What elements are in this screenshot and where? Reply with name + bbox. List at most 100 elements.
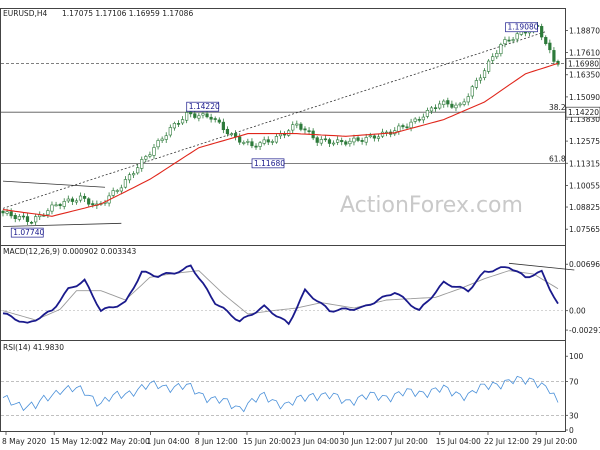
- price-y-tick-label: 1.15090: [569, 93, 600, 102]
- candle-body: [307, 130, 311, 132]
- rsi-y-tick-label: 30: [569, 411, 579, 420]
- macd-trendline: [508, 262, 575, 271]
- candle-body: [54, 204, 58, 207]
- candle-body: [482, 70, 487, 78]
- price-marker-label: 1.19080: [508, 23, 539, 32]
- candle-body: [446, 100, 450, 105]
- candle-body: [368, 135, 372, 138]
- candle-body: [360, 140, 364, 142]
- candle-body: [209, 116, 213, 120]
- candle-body: [46, 210, 50, 216]
- candle-body: [266, 139, 270, 143]
- candle-body: [540, 26, 544, 38]
- candle-body: [213, 118, 217, 120]
- price-marker-box: [186, 101, 220, 112]
- candle-body: [17, 216, 21, 220]
- candle-body: [13, 215, 17, 219]
- candle-body: [278, 133, 283, 137]
- candle-body: [425, 110, 430, 117]
- rsi-title: RSI(14) 41.9830: [3, 343, 64, 352]
- candle-body: [70, 198, 74, 202]
- candle-body: [348, 140, 352, 145]
- candle-body: [205, 113, 209, 118]
- candle-body: [193, 113, 197, 118]
- candle-body: [303, 128, 307, 131]
- candle-body: [176, 123, 181, 125]
- price-marker-label: 1.14220: [189, 102, 220, 111]
- candle-body: [327, 139, 332, 144]
- candle-body: [270, 141, 274, 143]
- candle-body: [405, 126, 409, 129]
- candle-body: [409, 121, 413, 129]
- candle-body: [462, 101, 466, 105]
- candle-body: [299, 123, 303, 130]
- level-price-label: 1.14220: [568, 108, 599, 117]
- candle-body: [201, 113, 205, 116]
- candle-body: [466, 96, 470, 103]
- candle-body: [515, 33, 519, 40]
- candle-body: [58, 204, 62, 207]
- price-marker-box: [251, 158, 285, 169]
- candle-body: [197, 115, 201, 119]
- candle-body: [5, 211, 9, 214]
- candle-body: [229, 133, 234, 136]
- price-y-tick-label: 1.18870: [569, 26, 600, 35]
- candle-body: [62, 201, 66, 207]
- candle-body: [156, 140, 160, 148]
- candle-body: [131, 173, 136, 176]
- candle-body: [442, 100, 446, 105]
- candle-body: [111, 190, 115, 196]
- candle-body: [119, 187, 123, 192]
- candle-body: [433, 107, 438, 109]
- candle-body: [336, 139, 340, 143]
- x-tick-label: 30 Jun 12:00: [339, 437, 387, 446]
- candle-body: [152, 147, 156, 156]
- macd-signal-line: [2, 270, 559, 321]
- candle-body: [352, 137, 356, 143]
- candle-body: [544, 37, 548, 44]
- candle-body: [344, 141, 348, 145]
- candle-body: [87, 198, 91, 205]
- candle-body: [376, 136, 381, 139]
- candle-body: [556, 60, 560, 65]
- x-tick-label: 23 Jun 04:00: [291, 437, 339, 446]
- candle-body: [474, 80, 478, 88]
- candle-body: [315, 137, 319, 143]
- candle-body: [258, 142, 262, 147]
- price-y-tick-label: 1.16350: [569, 71, 600, 80]
- x-tick-label: 7 Jul 20:00: [388, 437, 428, 446]
- price-y-tick-label: 1.13830: [569, 115, 600, 124]
- candle-body: [115, 190, 119, 192]
- candle-body: [438, 103, 442, 109]
- candle-body: [34, 216, 38, 223]
- level-price-tag: [565, 106, 600, 118]
- x-tick-label: 29 Jul 20:00: [532, 437, 577, 446]
- price-marker-box: [10, 227, 44, 238]
- x-tick-label: 15 May 12:00: [50, 437, 102, 446]
- trendline: [2, 31, 546, 209]
- current-price-tag: [565, 58, 600, 70]
- candle-body: [262, 139, 266, 144]
- candle-body: [413, 118, 417, 122]
- candle-body: [417, 119, 421, 121]
- candle-body: [9, 211, 13, 217]
- candle-body: [172, 123, 176, 129]
- candle-body: [487, 60, 491, 72]
- candle-body: [189, 111, 193, 115]
- fib-level-label: 61.8: [549, 154, 566, 163]
- candle-body: [160, 138, 164, 141]
- fib-level-label: 38.2: [549, 103, 566, 112]
- candle-body: [136, 167, 140, 174]
- x-tick-label: 15 Jun 20:00: [243, 437, 291, 446]
- macd-title: MACD(12,26,9) 0.000902 0.003343: [3, 247, 137, 256]
- candle-body: [91, 203, 95, 206]
- candle-body: [246, 141, 250, 143]
- candle-body: [503, 39, 507, 45]
- candle-body: [295, 123, 299, 126]
- x-tick-label: 8 May 2020: [2, 437, 46, 446]
- macd-y-tick-label: 0.00: [569, 307, 586, 316]
- chart-symbol: EURUSD,H4: [3, 9, 47, 18]
- candle-body: [180, 119, 185, 124]
- candle-body: [458, 103, 462, 106]
